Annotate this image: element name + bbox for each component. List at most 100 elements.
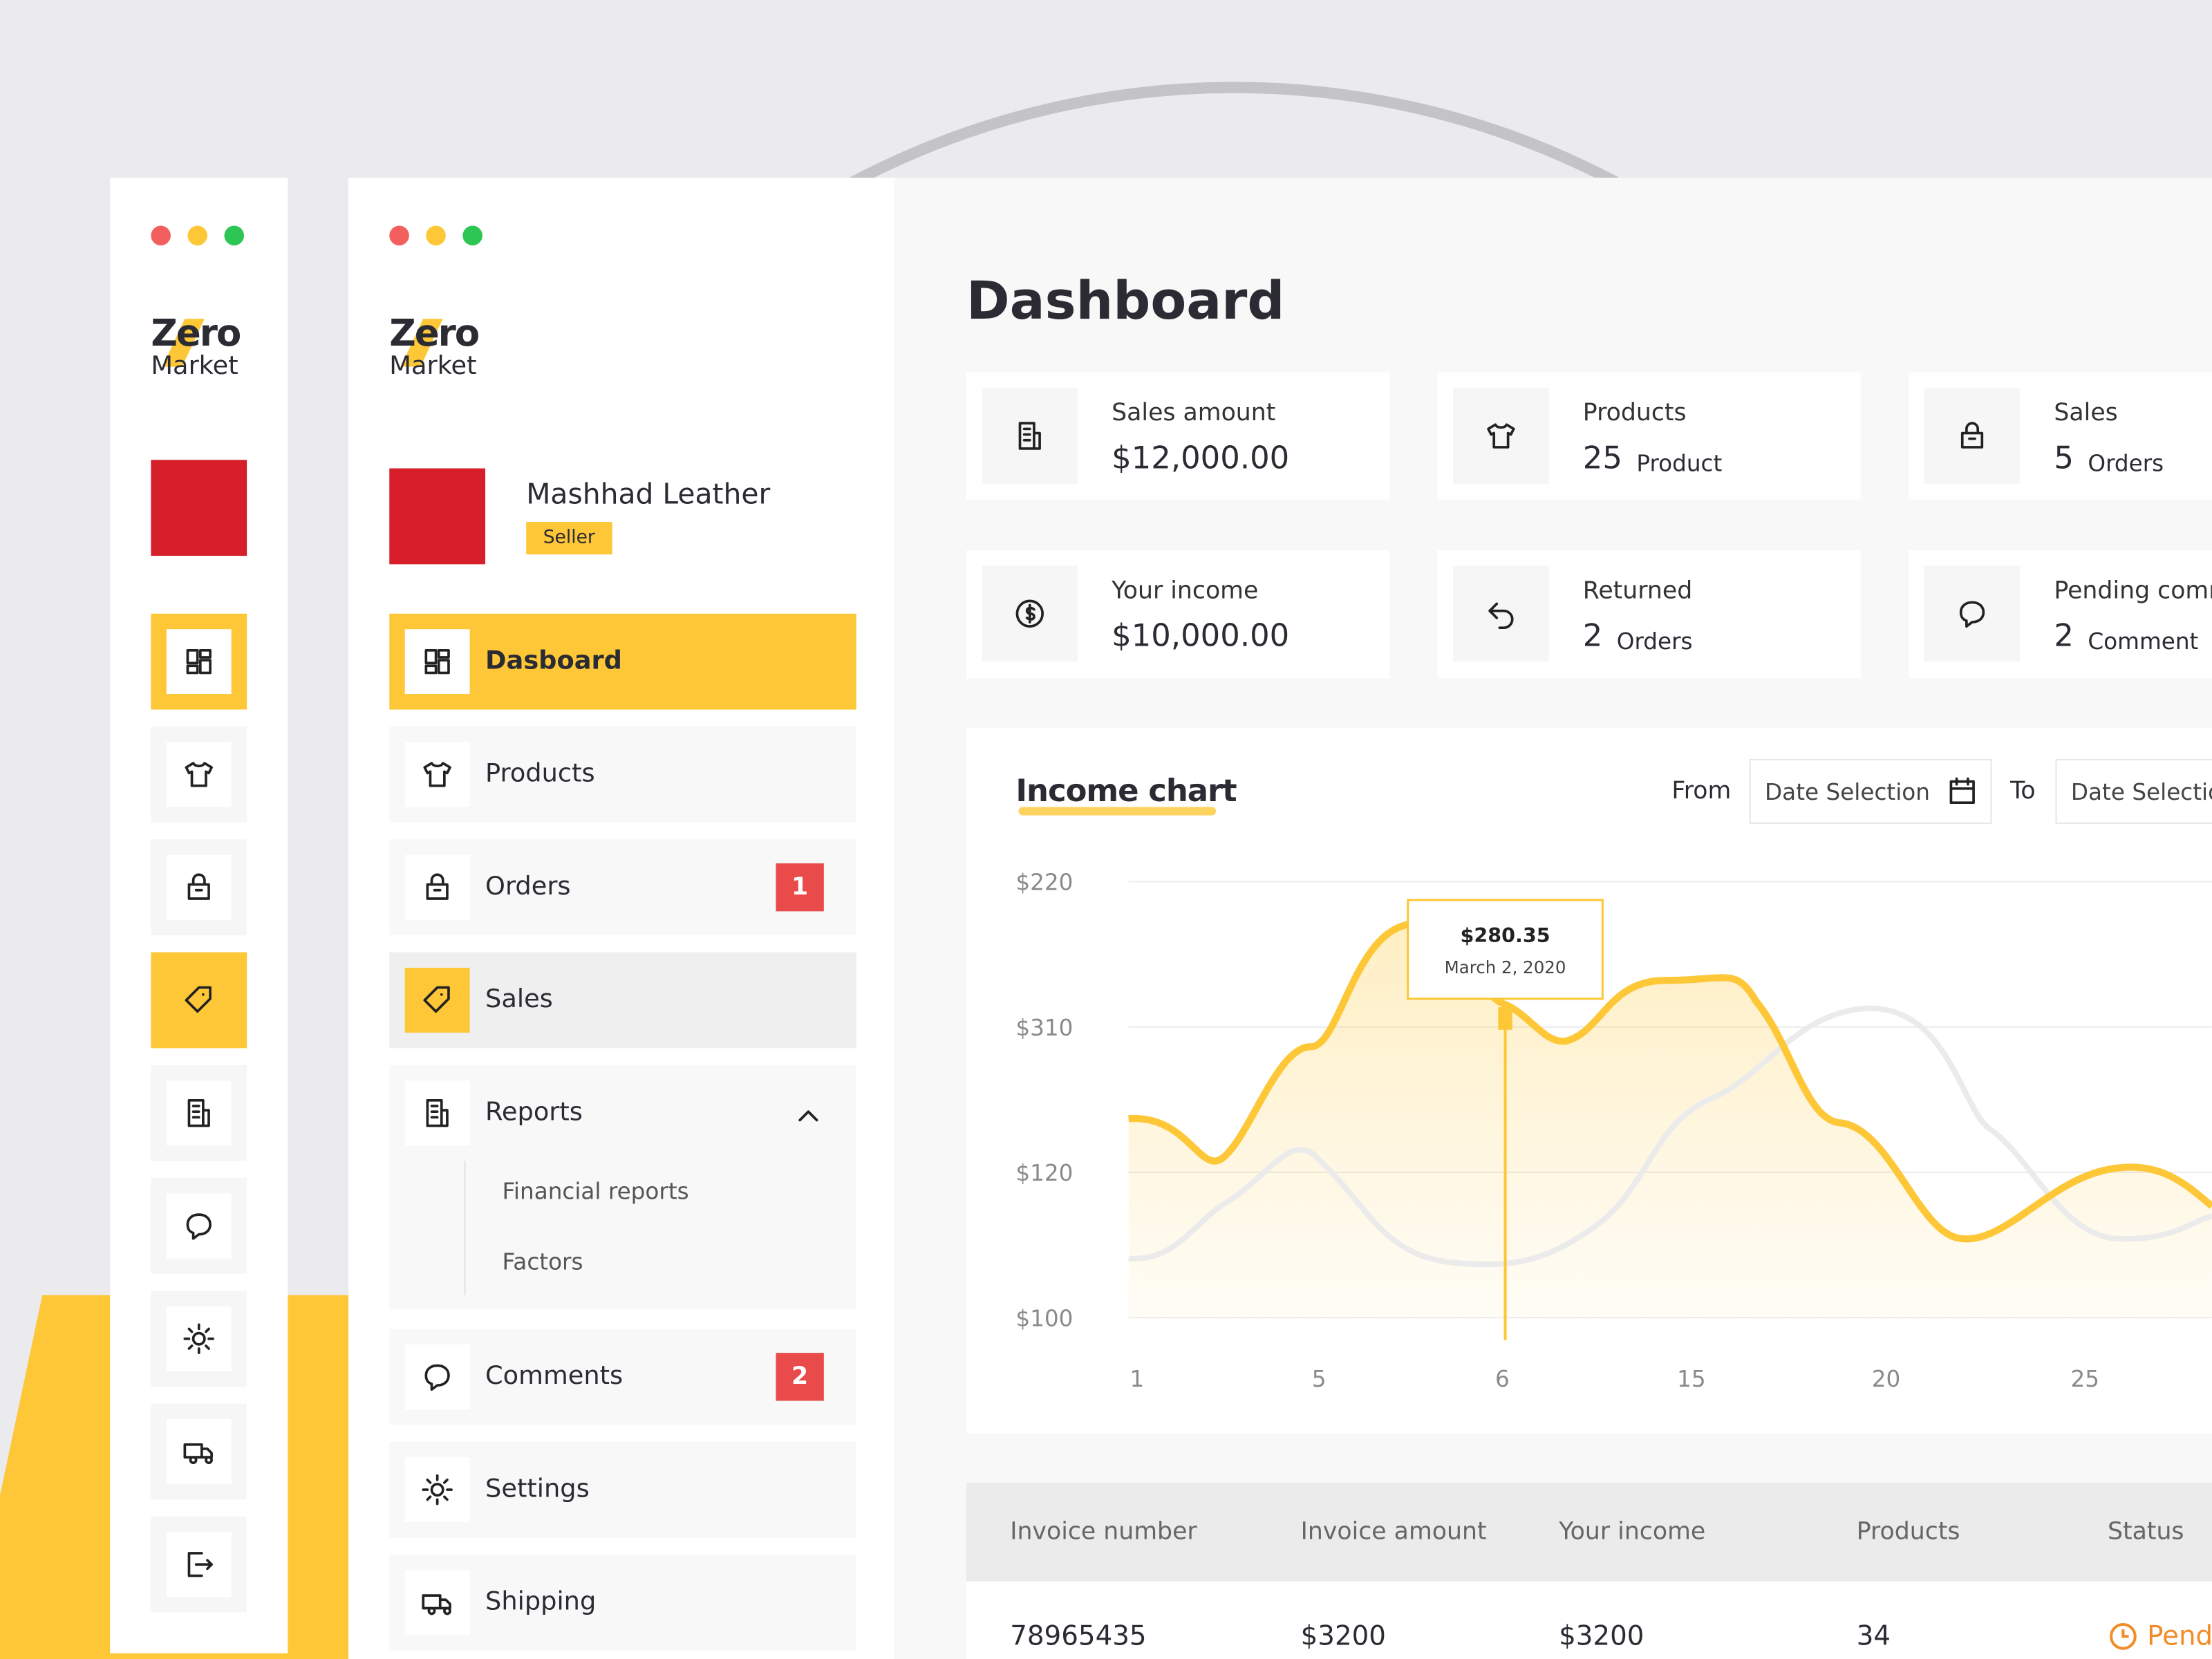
logo-line2: Market bbox=[389, 351, 477, 382]
icon-doc bbox=[426, 1098, 449, 1127]
icon-truck bbox=[422, 1594, 451, 1615]
stat-icon-box bbox=[1924, 388, 2021, 484]
stat-value: 25 bbox=[1582, 441, 1622, 477]
icon-path bbox=[187, 1098, 210, 1127]
logo-line1: Zero bbox=[389, 313, 480, 356]
icon-grid bbox=[186, 648, 212, 675]
table-cell: Pending bbox=[2147, 1620, 2212, 1652]
stat-unit: Product bbox=[1636, 450, 1723, 477]
stat-label: Sales bbox=[2054, 399, 2118, 428]
icon-path bbox=[424, 648, 450, 675]
secondary-line bbox=[1128, 1005, 2212, 1268]
submenu-item[interactable]: Factors bbox=[502, 1248, 583, 1275]
icon-chat bbox=[424, 1364, 450, 1391]
stat-value: 2 bbox=[2054, 619, 2074, 655]
icon-path bbox=[185, 762, 213, 787]
submenu-item[interactable]: Financial reports bbox=[502, 1178, 689, 1205]
mini-nav-icon-box bbox=[166, 1306, 232, 1371]
x-label: 5 bbox=[1312, 1366, 1327, 1392]
nav-label: Settings bbox=[485, 1474, 590, 1504]
icon-gear bbox=[183, 1323, 214, 1354]
icon-path bbox=[422, 1474, 453, 1506]
store-name: Mashhad Leather bbox=[526, 476, 771, 511]
table-cell: 78965435 bbox=[1010, 1620, 1147, 1652]
mini-nav-icon-box bbox=[166, 1080, 232, 1146]
nav-icon-box bbox=[404, 1344, 470, 1409]
stat-unit: Orders bbox=[2088, 450, 2164, 477]
status-icon bbox=[2110, 1622, 2137, 1650]
store-logo bbox=[151, 460, 247, 556]
stat-value: 5 bbox=[2054, 441, 2074, 477]
date-placeholder: Date Selection bbox=[2070, 778, 2212, 806]
nav-label: Dasboard bbox=[485, 646, 622, 676]
icon-path bbox=[186, 1213, 212, 1240]
icon-shirt bbox=[1487, 423, 1515, 449]
mini-nav-icon-box bbox=[166, 629, 232, 695]
y-label: $100 bbox=[1015, 1305, 1073, 1331]
clock-hands bbox=[2121, 1629, 2129, 1638]
icon-path bbox=[798, 1110, 818, 1122]
icon-path bbox=[422, 1594, 451, 1615]
x-label: 20 bbox=[1872, 1366, 1901, 1392]
icon-path bbox=[1018, 422, 1041, 450]
icon-tag bbox=[423, 986, 450, 1013]
area-fill bbox=[1128, 924, 2212, 1318]
window-dot bbox=[151, 225, 171, 246]
logo-line2: Market bbox=[151, 351, 238, 382]
tooltip bbox=[1407, 899, 1604, 1000]
nav-label: Comments bbox=[485, 1361, 624, 1391]
stat-label: Returned bbox=[1582, 577, 1693, 606]
nav-label: Orders bbox=[485, 872, 571, 902]
icon-path bbox=[187, 1552, 213, 1577]
nav-label: Sales bbox=[485, 984, 553, 1015]
table-cell: $3200 bbox=[1300, 1620, 1386, 1652]
icon-shirt bbox=[423, 762, 451, 787]
mini-nav-icon-box bbox=[166, 1419, 232, 1484]
icon-gear bbox=[422, 1474, 453, 1506]
nav-label: Reports bbox=[485, 1097, 583, 1127]
icon-chat bbox=[1959, 601, 1985, 628]
nav-icon-box bbox=[404, 742, 470, 807]
nav-badge: 2 bbox=[776, 1353, 824, 1401]
icon-tag bbox=[185, 986, 212, 1013]
table-header-cell: Status bbox=[2107, 1517, 2184, 1546]
table-cell: $3200 bbox=[1559, 1620, 1644, 1652]
window-dot bbox=[426, 225, 446, 246]
y-label: $220 bbox=[1015, 870, 1073, 896]
icon-path bbox=[1959, 601, 1985, 628]
icon-path bbox=[183, 1323, 214, 1354]
date-placeholder: Date Selection bbox=[1765, 778, 1930, 806]
window-dot bbox=[224, 225, 245, 246]
stat-icon-box bbox=[1924, 565, 2021, 662]
hover-point bbox=[1498, 1007, 1512, 1030]
icon-path bbox=[1015, 599, 1044, 628]
icon-path bbox=[1487, 423, 1515, 449]
x-label: 6 bbox=[1495, 1366, 1510, 1392]
mini-nav-icon-box bbox=[166, 742, 232, 807]
icon-path bbox=[1488, 602, 1514, 629]
stat-icon-box bbox=[1453, 565, 1549, 662]
icon-grid bbox=[424, 648, 450, 675]
table-header-cell: Products bbox=[1856, 1517, 1960, 1546]
table-header bbox=[966, 1482, 2212, 1582]
stat-label: Your income bbox=[1112, 577, 1259, 606]
store-logo bbox=[389, 468, 486, 565]
from-label: From bbox=[1671, 777, 1732, 806]
icon-truck bbox=[183, 1443, 213, 1465]
table-header-cell: Your income bbox=[1559, 1517, 1706, 1546]
icon-path bbox=[187, 873, 210, 900]
icon-exit bbox=[187, 1552, 213, 1577]
tooltip-date: March 2, 2020 bbox=[1445, 957, 1566, 977]
stat-unit: Orders bbox=[1616, 628, 1693, 655]
nav-badge: 1 bbox=[776, 863, 824, 912]
mini-nav-icon-box bbox=[166, 1193, 232, 1259]
date-to[interactable] bbox=[2055, 758, 2212, 824]
window-dot bbox=[187, 225, 207, 246]
income-line bbox=[1128, 920, 2212, 1243]
stat-value: $10,000.00 bbox=[1112, 619, 1290, 655]
icon-path bbox=[185, 986, 212, 1013]
tooltip-value: $280.35 bbox=[1460, 924, 1550, 947]
nav-icon-box bbox=[404, 967, 470, 1033]
window-dot bbox=[389, 225, 409, 246]
